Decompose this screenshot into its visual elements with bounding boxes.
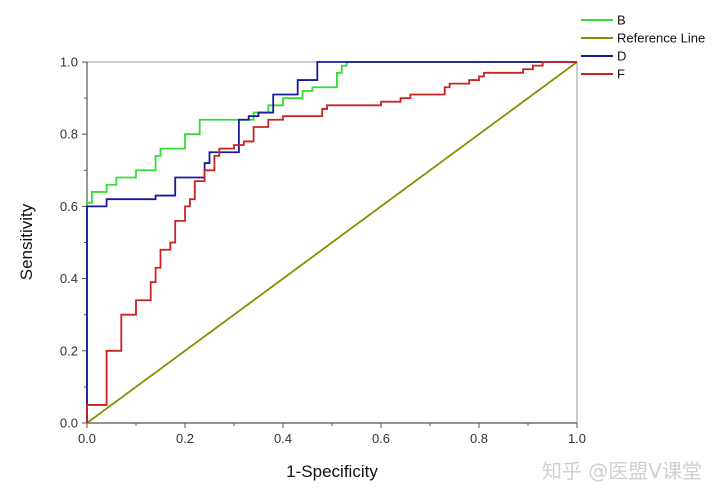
x-tick-label: 0.8	[470, 431, 488, 446]
x-axis-ticks: 0.0 0.2 0.4 0.6 0.8 1.0	[78, 423, 586, 446]
y-tick-label: 0.2	[60, 343, 78, 358]
series-line-reference-line	[86, 61, 578, 424]
x-tick-label: 0.0	[78, 431, 96, 446]
series-line-d	[86, 61, 577, 423]
y-tick-label: 1.0	[60, 55, 78, 70]
y-tick-label: 0.0	[60, 416, 78, 431]
y-tick-label: 0.6	[60, 199, 78, 214]
series-line-b	[86, 61, 577, 423]
legend-label-b: B	[617, 13, 626, 28]
y-tick-label: 0.8	[60, 127, 78, 142]
series-lines	[86, 61, 578, 424]
x-tick-label: 0.2	[176, 431, 194, 446]
x-tick-label: 0.4	[274, 431, 292, 446]
y-tick-label: 0.4	[60, 271, 78, 286]
x-axis-title: 1-Specificity	[286, 462, 378, 481]
legend-label-f: F	[617, 67, 625, 82]
x-tick-label: 0.6	[372, 431, 390, 446]
series-line-f	[86, 61, 577, 423]
y-axis-ticks: 0.0 0.2 0.4 0.6 0.8 1.0	[60, 55, 87, 431]
legend-label-d: D	[617, 49, 626, 64]
y-axis-title: Sensitivity	[17, 203, 36, 280]
watermark-text: 知乎 @医盟V课堂	[542, 459, 702, 483]
legend: B Reference Line DF	[581, 13, 705, 82]
x-tick-label: 1.0	[568, 431, 586, 446]
legend-label-reference-line: Reference Line	[617, 31, 705, 46]
